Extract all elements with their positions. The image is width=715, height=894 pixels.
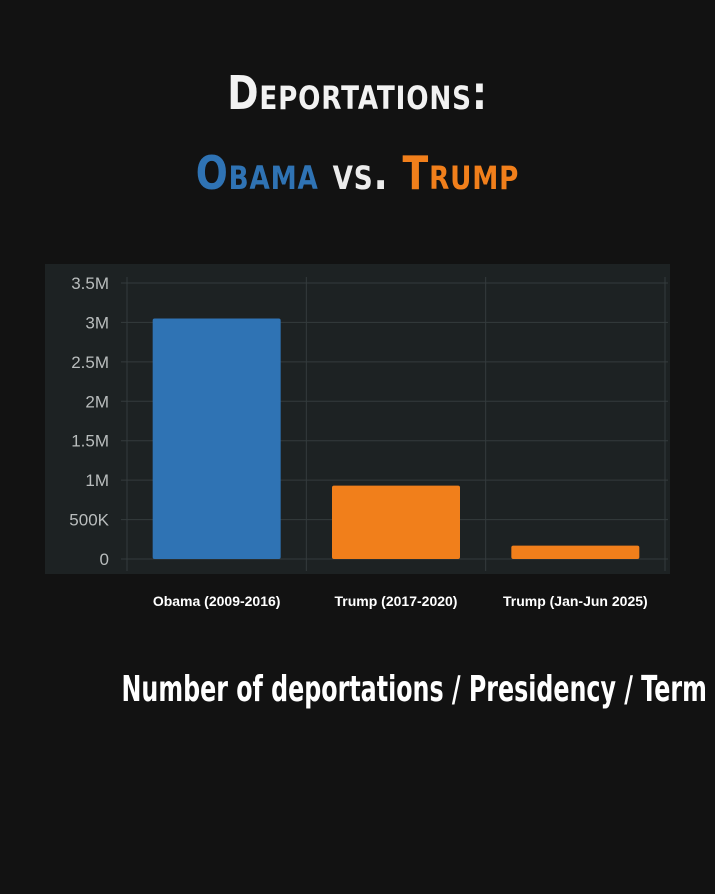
- y-tick-label: 3.5M: [71, 274, 109, 293]
- x-tick-label: Trump (Jan-Jun 2025): [502, 593, 648, 609]
- bar-chart: 0 500K 1M 1.5M 2M 2.5M 3M 3.5M: [69, 274, 668, 571]
- y-tick-label: 1M: [85, 471, 109, 490]
- y-tick-label: 2M: [85, 392, 109, 411]
- bar: [332, 485, 460, 559]
- y-tick-label: 3M: [85, 313, 109, 332]
- x-tick-label: Trump (2017-2020): [334, 593, 458, 609]
- y-tick-label: 1.5M: [71, 432, 109, 451]
- y-tick-label: 0: [100, 550, 109, 569]
- chart-panel: 0 500K 1M 1.5M 2M 2.5M 3M 3.5M: [45, 264, 670, 574]
- x-axis-labels: Obama (2009-2016) Trump (2017-2020) Trump …: [0, 593, 715, 613]
- title-deportations: Deportations:: [227, 66, 488, 120]
- chart-caption: Number of deportations / Presidency / Te…: [121, 669, 707, 710]
- chart-title-line1: Deportations:: [64, 70, 650, 116]
- bar: [152, 318, 281, 559]
- x-tick-label: Obama (2009-2016): [152, 593, 281, 609]
- title-vs: vs.: [332, 146, 389, 200]
- title-trump: Trump: [402, 146, 520, 200]
- y-tick-label: 2.5M: [71, 353, 109, 372]
- title-obama: Obama: [195, 146, 319, 200]
- y-tick-label: 500K: [69, 511, 109, 530]
- chart-title-line2: Obama vs. Trump: [64, 150, 650, 196]
- bar: [511, 545, 640, 559]
